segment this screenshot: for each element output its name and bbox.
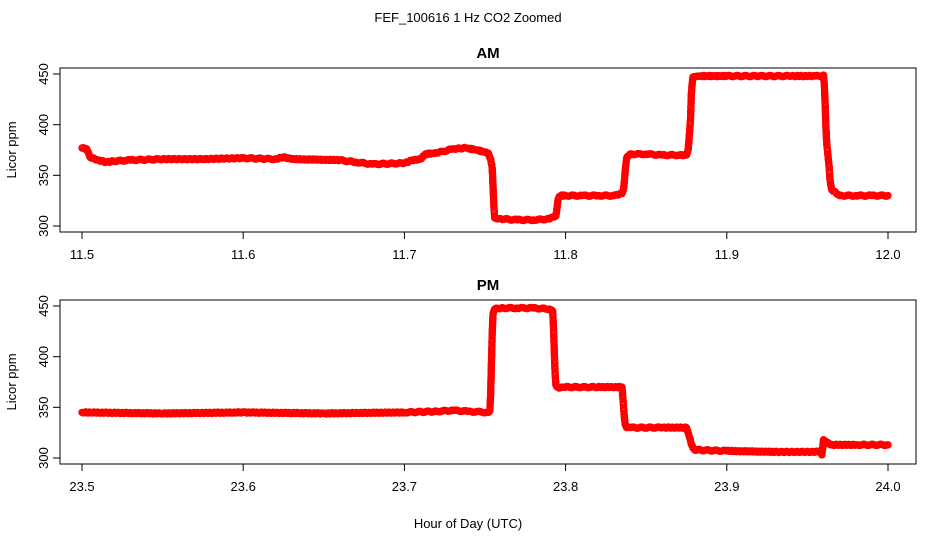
y-tick-label-am: 400 — [36, 114, 51, 136]
y-tick-label-pm: 450 — [36, 295, 51, 317]
panel-title-am: AM — [476, 45, 499, 62]
x-axis-label: Hour of Day (UTC) — [414, 516, 522, 531]
y-axis-label-am: Licor ppm — [4, 121, 19, 178]
x-tick-label-pm: 23.8 — [553, 479, 578, 494]
data-point-am — [884, 191, 892, 200]
data-point-am — [821, 102, 829, 110]
y-tick-label-pm: 350 — [36, 396, 51, 418]
x-tick-label-pm: 24.0 — [875, 479, 900, 494]
x-tick-label-pm: 23.9 — [714, 479, 739, 494]
y-tick-label-pm: 300 — [36, 447, 51, 469]
x-tick-label-am: 11.9 — [715, 247, 739, 262]
x-tick-label-am: 11.7 — [392, 247, 416, 262]
x-tick-label-am: 11.8 — [553, 247, 577, 262]
figure-title: FEF_100616 1 Hz CO2 Zoomed — [374, 10, 561, 25]
panel-title-pm: PM — [477, 277, 500, 294]
y-tick-label-am: 300 — [36, 215, 51, 237]
y-tick-label-am: 350 — [36, 164, 51, 186]
y-axis-label-pm: Licor ppm — [4, 353, 19, 410]
x-tick-label-am: 12.0 — [875, 247, 900, 262]
data-point-am — [821, 116, 830, 124]
series-points-am — [78, 71, 892, 225]
plot-frame-am — [59, 67, 917, 233]
series-points-pm — [78, 303, 892, 459]
panel-pm: PM Licor ppm 23.5 23.6 23.7 23.8 23.9 24.0 300 35… — [4, 277, 917, 494]
panel-am: AM Licor ppm 11.5 11.6 11.7 11.8 11.9 12.0 300 35… — [4, 45, 917, 262]
x-tick-label-pm: 23.6 — [231, 479, 256, 494]
x-tick-label-pm: 23.5 — [69, 479, 94, 494]
y-tick-label-pm: 400 — [36, 346, 51, 368]
x-tick-label-am: 11.6 — [231, 247, 255, 262]
y-tick-label-am: 450 — [36, 63, 51, 85]
data-point-pm — [884, 441, 892, 449]
x-tick-label-am: 11.5 — [70, 247, 94, 262]
x-tick-label-pm: 23.7 — [392, 479, 417, 494]
plot-frame-pm — [59, 299, 917, 465]
